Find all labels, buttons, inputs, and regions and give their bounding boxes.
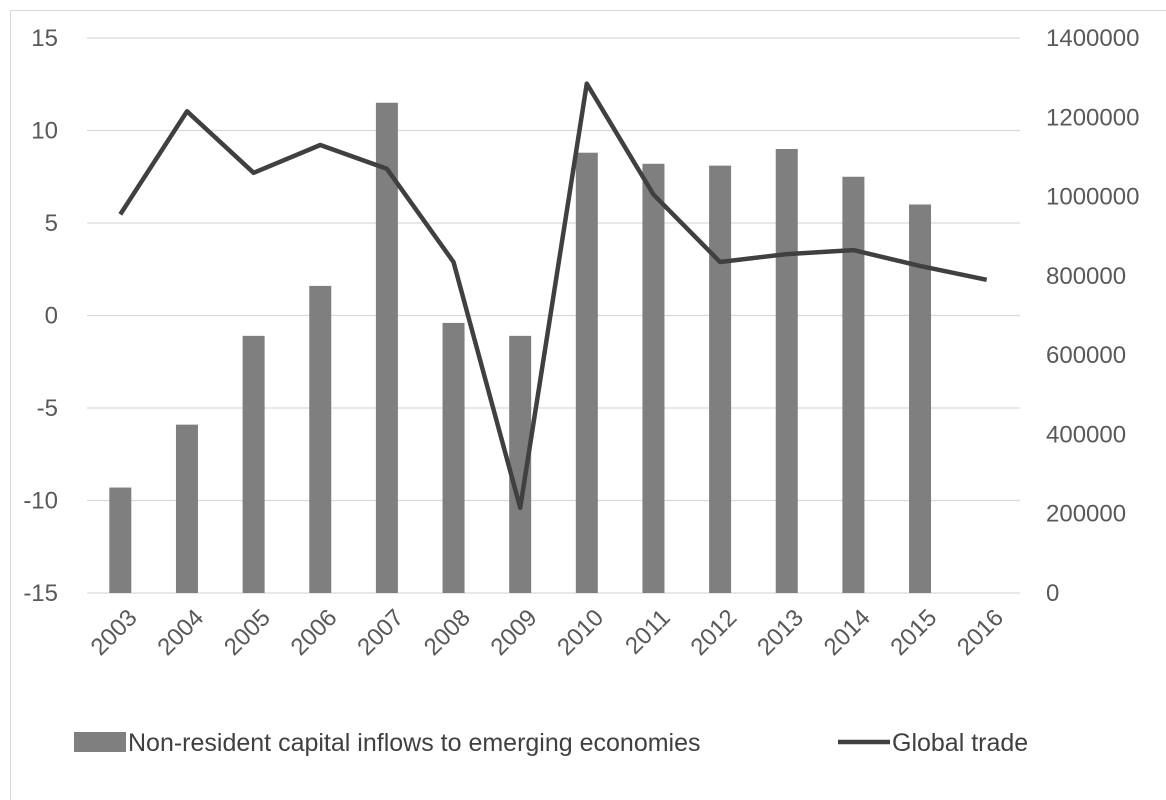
x-tick-label: 2010 — [552, 604, 609, 661]
legend-label-line: Global trade — [892, 729, 1028, 757]
bar — [576, 153, 598, 593]
x-tick-label: 2007 — [352, 604, 409, 661]
y-left-tick-label: -5 — [37, 395, 58, 422]
y-left-tick-label: 0 — [45, 303, 58, 330]
bar — [443, 323, 465, 593]
bar — [776, 149, 798, 593]
legend-label-bar: Non-resident capital inflows to emerging… — [128, 729, 701, 757]
bar — [709, 166, 731, 593]
y-right-tick-label: 800000 — [1046, 263, 1126, 290]
x-tick-label: 2016 — [952, 604, 1009, 661]
x-tick-label: 2006 — [286, 604, 343, 661]
y-left-tick-label: 10 — [31, 118, 58, 145]
y-left-tick-label: -15 — [23, 580, 58, 607]
y-left-tick-label: 5 — [45, 210, 58, 237]
y-right-tick-label: 600000 — [1046, 342, 1126, 369]
y-right-tick-label: 200000 — [1046, 501, 1126, 528]
y-left-tick-label: 15 — [31, 25, 58, 52]
bar — [842, 177, 864, 593]
x-tick-label: 2004 — [152, 604, 209, 661]
y-right-tick-label: 1400000 — [1046, 25, 1139, 52]
x-tick-label: 2015 — [885, 604, 942, 661]
legend-swatch-bar — [74, 732, 126, 752]
x-tick-label: 2009 — [486, 604, 543, 661]
y-right-tick-label: 400000 — [1046, 421, 1126, 448]
bar — [243, 336, 265, 593]
x-tick-label: 2008 — [419, 604, 476, 661]
y-left-tick-label: -10 — [23, 488, 58, 515]
bar — [176, 425, 198, 593]
bar — [109, 488, 131, 593]
x-tick-label: 2003 — [86, 604, 143, 661]
bar — [642, 164, 664, 593]
x-tick-label: 2012 — [686, 604, 743, 661]
x-tick-label: 2011 — [620, 604, 676, 660]
y-right-tick-label: 1000000 — [1046, 184, 1139, 211]
bar — [309, 286, 331, 593]
y-right-tick-label: 1200000 — [1046, 104, 1139, 131]
x-tick-label: 2005 — [219, 604, 276, 661]
x-tick-label: 2013 — [752, 604, 809, 661]
y-right-tick-label: 0 — [1046, 580, 1059, 607]
x-tick-label: 2014 — [819, 604, 876, 661]
